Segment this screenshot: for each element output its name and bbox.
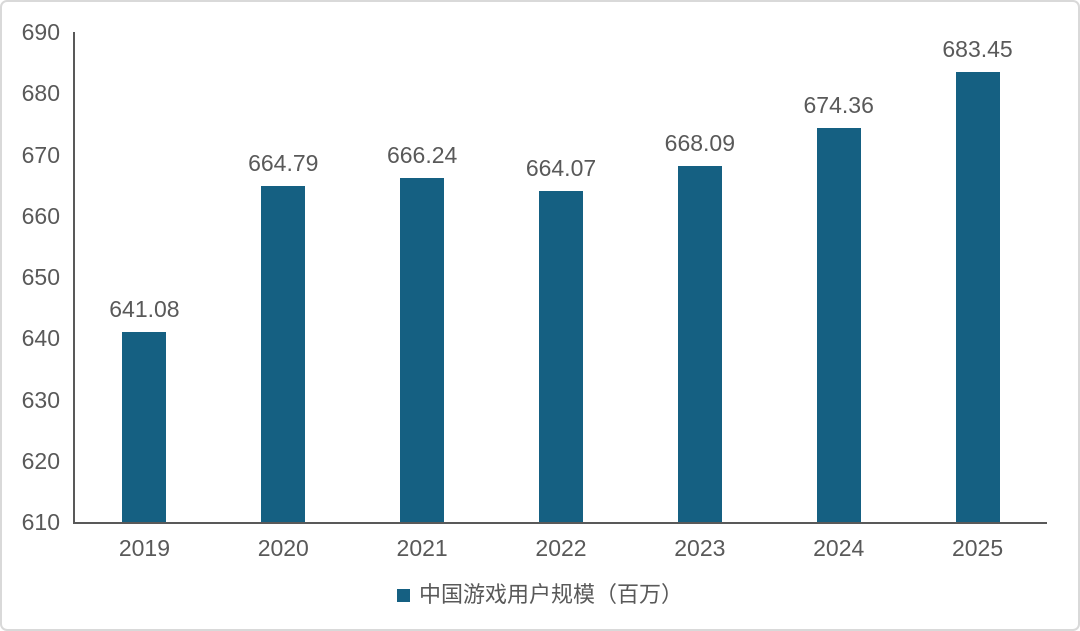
x-axis-tick-label: 2022 — [535, 535, 587, 561]
bar-2023 — [677, 166, 722, 522]
y-axis-tick-label: 610 — [21, 509, 60, 535]
bar-2020 — [261, 186, 306, 522]
x-axis-tick-label: 2023 — [674, 535, 726, 561]
bar-2022 — [539, 190, 583, 522]
bar-value-label: 664.07 — [525, 154, 597, 181]
y-axis-tick-label: 680 — [21, 80, 60, 107]
y-axis-tick-label: 670 — [21, 141, 60, 168]
bar-2024 — [816, 127, 861, 522]
x-axis-tick-label: 2021 — [396, 535, 448, 561]
bar-value-label: 664.79 — [248, 150, 319, 177]
bar-value-label: 674.36 — [803, 91, 874, 118]
y-axis-tick-label: 690 — [21, 19, 60, 45]
bar-value-label: 666.24 — [386, 141, 458, 168]
y-axis-tick-label: 630 — [21, 386, 60, 413]
y-axis-tick-label: 620 — [21, 447, 60, 474]
bar-value-label: 668.09 — [664, 130, 736, 157]
x-axis-tick-label: 2025 — [951, 535, 1004, 561]
y-axis-line — [73, 32, 75, 524]
y-axis-tick-label: 640 — [21, 325, 60, 352]
bar-2021 — [400, 177, 445, 522]
bar-value-label: 641.08 — [109, 295, 180, 322]
x-axis-tick-label: 2024 — [813, 535, 865, 561]
bar-value-label: 683.45 — [942, 36, 1013, 63]
bar-2025 — [955, 72, 1000, 522]
legend-marker-square — [396, 588, 410, 602]
x-axis-tick-label: 2019 — [118, 535, 170, 561]
x-axis-line — [73, 522, 1047, 524]
bar-2019 — [122, 331, 167, 522]
x-axis-tick-label: 2020 — [257, 535, 309, 561]
y-axis-tick-label: 650 — [21, 264, 60, 290]
legend: 中国游戏用户规模（百万） — [2, 582, 1078, 608]
y-axis-tick-label: 660 — [21, 202, 60, 229]
legend-label: 中国游戏用户规模（百万） — [418, 582, 683, 607]
